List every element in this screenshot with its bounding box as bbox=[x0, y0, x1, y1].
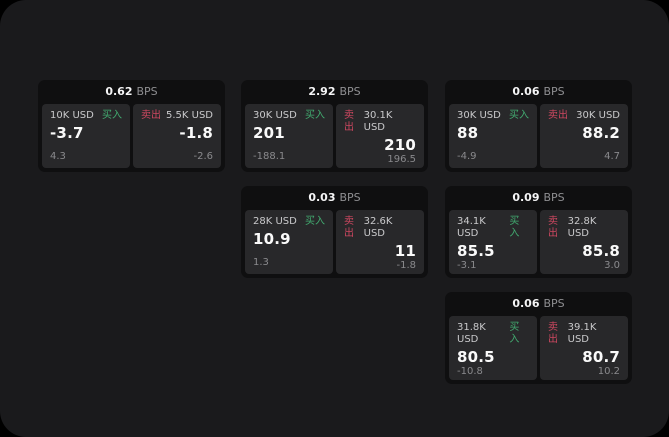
buy-side-label: 买入 bbox=[305, 110, 325, 121]
buy-amount: 30K USD bbox=[253, 110, 297, 121]
buy-delta: -3.1 bbox=[457, 260, 477, 271]
buy-amount: 31.8K USD bbox=[457, 322, 486, 345]
buy-delta: -4.9 bbox=[457, 151, 477, 162]
sell-price: 11 bbox=[394, 242, 416, 260]
buy-side-label: 买入 bbox=[509, 110, 529, 121]
buy-amount: 34.1K USD bbox=[457, 216, 486, 239]
buy-amount: 10K USD bbox=[50, 110, 94, 121]
buy-side-label: 买入 bbox=[509, 216, 520, 239]
quote-card: 0.06 BPS 30K USD 买入 88 -4.9 卖出 30K USD 8… bbox=[445, 80, 632, 172]
bps-value: 0.09 bbox=[512, 191, 540, 204]
card-header: 2.92 BPS bbox=[241, 80, 428, 104]
buy-panel[interactable]: 30K USD 买入 201 -188.1 bbox=[245, 104, 333, 168]
sell-amount: 30.1K USD bbox=[363, 110, 393, 133]
bps-value: 0.06 bbox=[512, 85, 540, 98]
bps-unit-label: BPS bbox=[543, 85, 565, 98]
buy-panel[interactable]: 30K USD 买入 88 -4.9 bbox=[449, 104, 537, 168]
bps-value: 0.03 bbox=[308, 191, 336, 204]
bps-unit-label: BPS bbox=[136, 85, 158, 98]
quote-card: 2.92 BPS 30K USD 买入 201 -188.1 卖出 30.1K … bbox=[241, 80, 428, 172]
buy-panel[interactable]: 34.1K USD 买入 85.5 -3.1 bbox=[449, 210, 537, 274]
sell-price: 88.2 bbox=[582, 124, 620, 142]
sell-panel[interactable]: 卖出 30K USD 88.2 4.7 bbox=[540, 104, 628, 168]
sell-panel[interactable]: 卖出 32.6K USD 11 -1.8 bbox=[336, 210, 424, 274]
card-body: 30K USD 买入 88 -4.9 卖出 30K USD 88.2 4.7 bbox=[445, 104, 632, 172]
sell-delta: 196.5 bbox=[387, 154, 416, 165]
bps-value: 0.62 bbox=[105, 85, 133, 98]
buy-price: 80.5 bbox=[457, 348, 495, 366]
sell-delta: 3.0 bbox=[604, 260, 620, 271]
bps-unit-label: BPS bbox=[339, 191, 361, 204]
card-header: 0.62 BPS bbox=[38, 80, 225, 104]
sell-side-label: 卖出 bbox=[548, 216, 558, 239]
buy-delta: 4.3 bbox=[50, 151, 66, 162]
card-header: 0.06 BPS bbox=[445, 292, 632, 316]
buy-amount: 28K USD bbox=[253, 216, 297, 227]
sell-price: 85.8 bbox=[582, 242, 620, 260]
sell-side-label: 卖出 bbox=[344, 216, 354, 239]
buy-price: 10.9 bbox=[253, 230, 291, 248]
sell-delta: -1.8 bbox=[396, 260, 416, 271]
buy-price: 88 bbox=[457, 124, 479, 142]
card-header: 0.06 BPS bbox=[445, 80, 632, 104]
buy-panel[interactable]: 10K USD 买入 -3.7 4.3 bbox=[42, 104, 130, 168]
bps-unit-label: BPS bbox=[543, 297, 565, 310]
sell-amount: 5.5K USD bbox=[165, 110, 213, 121]
bps-unit-label: BPS bbox=[543, 191, 565, 204]
sell-side-label: 卖出 bbox=[548, 110, 568, 121]
buy-panel[interactable]: 31.8K USD 买入 80.5 -10.8 bbox=[449, 316, 537, 380]
card-header: 0.09 BPS bbox=[445, 186, 632, 210]
sell-side-label: 卖出 bbox=[548, 322, 558, 345]
sell-amount: 32.8K USD bbox=[567, 216, 597, 239]
sell-price: 210 bbox=[384, 136, 416, 154]
buy-side-label: 买入 bbox=[102, 110, 122, 121]
sell-price: 80.7 bbox=[582, 348, 620, 366]
quote-card: 0.03 BPS 28K USD 买入 10.9 1.3 卖出 32.6K US… bbox=[241, 186, 428, 278]
buy-panel[interactable]: 28K USD 买入 10.9 1.3 bbox=[245, 210, 333, 274]
sell-side-label: 卖出 bbox=[344, 110, 354, 133]
sell-price: -1.8 bbox=[179, 124, 213, 142]
card-body: 28K USD 买入 10.9 1.3 卖出 32.6K USD 11 -1.8 bbox=[241, 210, 428, 278]
buy-delta: -10.8 bbox=[457, 366, 483, 377]
sell-panel[interactable]: 卖出 5.5K USD -1.8 -2.6 bbox=[133, 104, 221, 168]
card-header: 0.03 BPS bbox=[241, 186, 428, 210]
buy-side-label: 买入 bbox=[509, 322, 520, 345]
sell-delta: -2.6 bbox=[193, 151, 213, 162]
sell-side-label: 卖出 bbox=[141, 110, 161, 121]
buy-delta: -188.1 bbox=[253, 151, 286, 162]
card-body: 31.8K USD 买入 80.5 -10.8 卖出 39.1K USD 80.… bbox=[445, 316, 632, 384]
card-body: 10K USD 买入 -3.7 4.3 卖出 5.5K USD -1.8 -2.… bbox=[38, 104, 225, 172]
buy-price: 85.5 bbox=[457, 242, 495, 260]
sell-panel[interactable]: 卖出 32.8K USD 85.8 3.0 bbox=[540, 210, 628, 274]
buy-amount: 30K USD bbox=[457, 110, 501, 121]
buy-side-label: 买入 bbox=[305, 216, 325, 227]
sell-amount: 30K USD bbox=[576, 110, 620, 121]
sell-amount: 39.1K USD bbox=[567, 322, 597, 345]
buy-delta: 1.3 bbox=[253, 257, 269, 268]
sell-amount: 32.6K USD bbox=[363, 216, 393, 239]
bps-unit-label: BPS bbox=[339, 85, 361, 98]
buy-price: -3.7 bbox=[50, 124, 84, 142]
sell-delta: 10.2 bbox=[597, 366, 620, 377]
bps-value: 0.06 bbox=[512, 297, 540, 310]
card-body: 34.1K USD 买入 85.5 -3.1 卖出 32.8K USD 85.8… bbox=[445, 210, 632, 278]
sell-panel[interactable]: 卖出 39.1K USD 80.7 10.2 bbox=[540, 316, 628, 380]
card-body: 30K USD 买入 201 -188.1 卖出 30.1K USD 210 1… bbox=[241, 104, 428, 172]
quote-card: 0.06 BPS 31.8K USD 买入 80.5 -10.8 卖出 39.1… bbox=[445, 292, 632, 384]
quote-card: 0.09 BPS 34.1K USD 买入 85.5 -3.1 卖出 32.8K… bbox=[445, 186, 632, 278]
quote-card: 0.62 BPS 10K USD 买入 -3.7 4.3 卖出 5.5K USD… bbox=[38, 80, 225, 172]
sell-panel[interactable]: 卖出 30.1K USD 210 196.5 bbox=[336, 104, 424, 168]
bps-value: 2.92 bbox=[308, 85, 336, 98]
sell-delta: 4.7 bbox=[604, 151, 620, 162]
buy-price: 201 bbox=[253, 124, 285, 142]
